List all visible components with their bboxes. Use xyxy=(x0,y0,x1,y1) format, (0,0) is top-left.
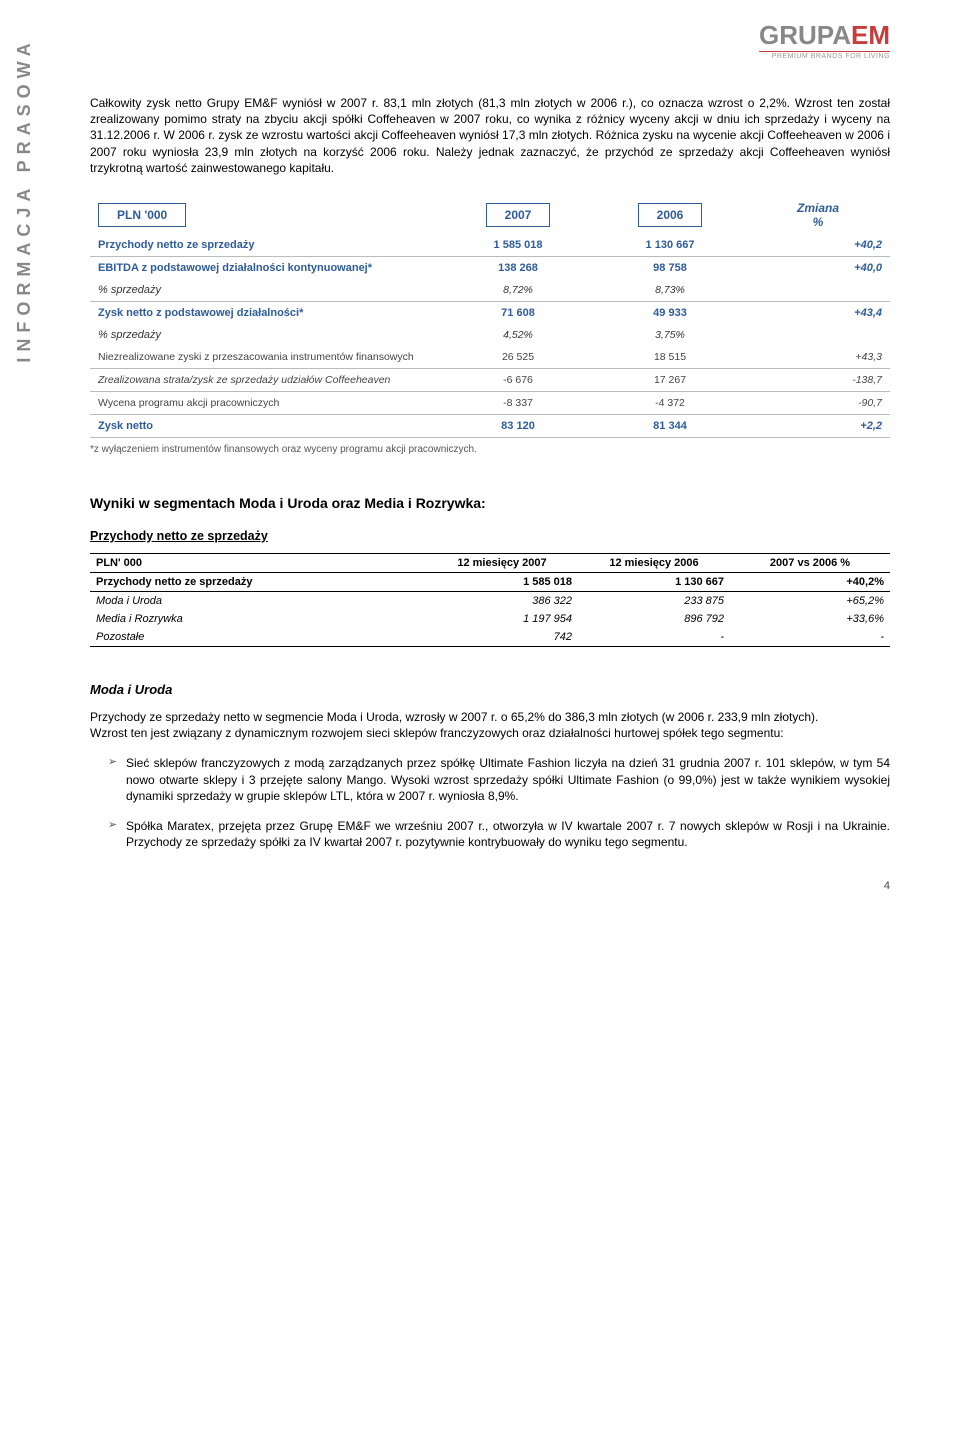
t1-cell: -8 337 xyxy=(442,391,594,414)
logo-text-right: EM xyxy=(851,20,890,50)
t2-cell: - xyxy=(578,628,730,647)
logo-tagline: PREMIUM BRANDS FOR LIVING xyxy=(759,51,890,60)
t1-cell: +40,0 xyxy=(746,256,890,279)
t1-cell: 17 267 xyxy=(594,368,746,391)
t2-header: PLN' 000 xyxy=(90,553,426,572)
section-segments-title: Wyniki w segmentach Moda i Uroda oraz Me… xyxy=(90,495,890,511)
moda-heading: Moda i Uroda xyxy=(90,682,890,697)
table1-footnote: *z wyłączeniem instrumentów finansowych … xyxy=(90,444,890,455)
t1-cell: 8,73% xyxy=(594,279,746,302)
t1-row-label: Zysk netto z podstawowej działalności* xyxy=(90,301,442,324)
t1-row-label: % sprzedaży xyxy=(90,324,442,346)
t1-header-change: Zmiana % xyxy=(746,196,890,234)
t1-header-2006: 2006 xyxy=(638,203,703,227)
t1-cell: +43,4 xyxy=(746,301,890,324)
t1-row-label: % sprzedaży xyxy=(90,279,442,302)
t1-cell: 98 758 xyxy=(594,256,746,279)
t2-row-label: Moda i Uroda xyxy=(90,591,426,610)
t1-header-2007: 2007 xyxy=(486,203,551,227)
moda-bullets: Sieć sklepów franczyzowych z modą zarząd… xyxy=(90,755,890,850)
t2-cell: 742 xyxy=(426,628,578,647)
page-number: 4 xyxy=(90,880,890,892)
t2-main-label: Przychody netto ze sprzedaży xyxy=(90,572,426,591)
segment-revenue-table: PLN' 000 12 miesięcy 2007 12 miesięcy 20… xyxy=(90,553,890,647)
t2-cell: +40,2% xyxy=(730,572,890,591)
t2-cell: 233 875 xyxy=(578,591,730,610)
t1-cell: -6 676 xyxy=(442,368,594,391)
t2-cell: - xyxy=(730,628,890,647)
t1-cell: -4 372 xyxy=(594,391,746,414)
t1-header-label: PLN '000 xyxy=(98,203,186,227)
t2-cell: 1 130 667 xyxy=(578,572,730,591)
section-revenue-subtitle: Przychody netto ze sprzedaży xyxy=(90,529,890,543)
t2-header: 12 miesięcy 2007 xyxy=(426,553,578,572)
sidebar-vertical-label: INFORMACJA PRASOWA xyxy=(15,30,45,370)
t1-cell: 83 120 xyxy=(442,414,594,437)
t2-header: 12 miesięcy 2006 xyxy=(578,553,730,572)
t1-cell: 49 933 xyxy=(594,301,746,324)
t1-cell: 26 525 xyxy=(442,346,594,369)
t1-cell: 1 585 018 xyxy=(442,234,594,257)
t1-cell: -90,7 xyxy=(746,391,890,414)
t1-cell: 18 515 xyxy=(594,346,746,369)
t2-cell: 1 585 018 xyxy=(426,572,578,591)
t2-cell: 896 792 xyxy=(578,610,730,628)
moda-paragraph-1: Przychody ze sprzedaży netto w segmencie… xyxy=(90,709,890,741)
t1-cell: +2,2 xyxy=(746,414,890,437)
t1-cell: 1 130 667 xyxy=(594,234,746,257)
t2-cell: +65,2% xyxy=(730,591,890,610)
t1-cell: 4,52% xyxy=(442,324,594,346)
t1-row-label: EBITDA z podstawowej działalności kontyn… xyxy=(90,256,442,279)
t1-cell: 138 268 xyxy=(442,256,594,279)
t1-row-label: Niezrealizowane zyski z przeszacowania i… xyxy=(90,346,442,369)
t2-cell: 1 197 954 xyxy=(426,610,578,628)
svg-text:INFORMACJA PRASOWA: INFORMACJA PRASOWA xyxy=(15,37,34,362)
t1-cell xyxy=(746,324,890,346)
financial-summary-table: PLN '000 2007 2006 Zmiana % Przychody ne… xyxy=(90,196,890,438)
t1-cell: 8,72% xyxy=(442,279,594,302)
t2-cell: 386 322 xyxy=(426,591,578,610)
t1-cell: -138,7 xyxy=(746,368,890,391)
t1-cell: 71 608 xyxy=(442,301,594,324)
intro-paragraph: Całkowity zysk netto Grupy EM&F wyniósł … xyxy=(90,95,890,176)
t2-header: 2007 vs 2006 % xyxy=(730,553,890,572)
t1-row-label: Wycena programu akcji pracowniczych xyxy=(90,391,442,414)
t1-row-label: Zysk netto xyxy=(90,414,442,437)
t1-cell: 81 344 xyxy=(594,414,746,437)
t2-row-label: Media i Rozrywka xyxy=(90,610,426,628)
t2-row-label: Pozostałe xyxy=(90,628,426,647)
t2-cell: +33,6% xyxy=(730,610,890,628)
bullet-item: Sieć sklepów franczyzowych z modą zarząd… xyxy=(108,755,890,804)
t1-row-label: Zrealizowana strata/zysk ze sprzedaży ud… xyxy=(90,368,442,391)
bullet-item: Spółka Maratex, przejęta przez Grupę EM&… xyxy=(108,818,890,850)
t1-row-label: Przychody netto ze sprzedaży xyxy=(90,234,442,257)
t1-cell: +43,3 xyxy=(746,346,890,369)
t1-cell: +40,2 xyxy=(746,234,890,257)
logo-text-left: GRUPA xyxy=(759,20,851,50)
t1-cell: 3,75% xyxy=(594,324,746,346)
t1-cell xyxy=(746,279,890,302)
logo: GRUPAEM PREMIUM BRANDS FOR LIVING xyxy=(759,20,890,60)
